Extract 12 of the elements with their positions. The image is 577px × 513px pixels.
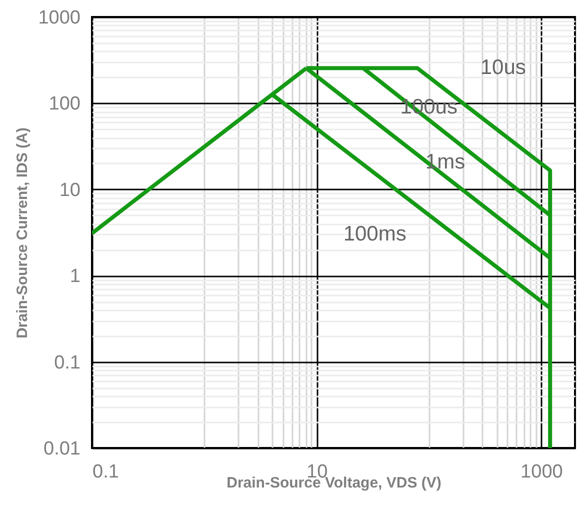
y-axis-title: Drain-Source Current, IDS (A) bbox=[14, 128, 32, 338]
y-tick-label: 0.1 bbox=[54, 352, 80, 374]
series-label: 1ms bbox=[425, 150, 466, 174]
series-label: 100ms bbox=[343, 222, 406, 246]
y-tick-label: 100 bbox=[48, 94, 80, 115]
y-tick-label: 1000 bbox=[38, 8, 80, 28]
series-label: 10us bbox=[480, 56, 526, 80]
x-tick-label: 0.1 bbox=[92, 462, 119, 482]
x-tick-label: 1000 bbox=[520, 462, 563, 482]
y-tick-label: 0.01 bbox=[44, 438, 80, 460]
y-tick-label: 1 bbox=[70, 266, 80, 288]
y-tick-label: 10 bbox=[59, 180, 80, 201]
